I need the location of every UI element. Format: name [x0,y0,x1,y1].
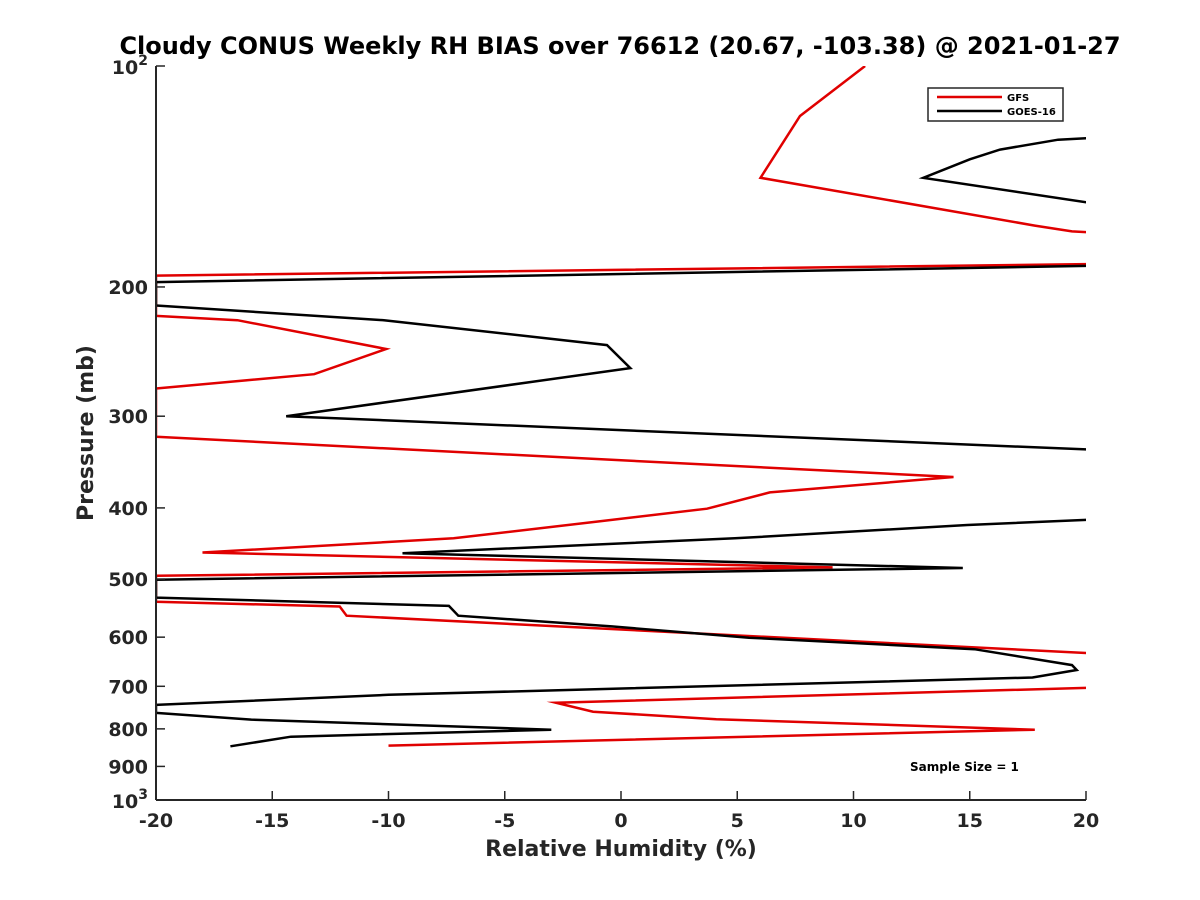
y-tick-label: 600 [108,627,148,649]
legend-box [927,87,1064,122]
x-tick-label: 5 [731,810,744,832]
x-tick-label: 15 [957,810,983,832]
x-ticks: -20 -15 -10 -5 0 5 10 15 20 [139,791,1099,832]
y-tick-label: 800 [108,719,148,741]
x-tick-label: -15 [255,810,289,832]
y-tick-label: 200 [108,277,148,299]
y-tick-label: 102 [112,53,148,79]
y-tick-label: 300 [108,406,148,428]
x-tick-label: -20 [139,810,173,832]
legend: GFS GOES-16 [927,87,1064,122]
legend-label-goes16: GOES-16 [1007,107,1056,118]
x-axis-label: Relative Humidity (%) [485,837,757,862]
chart-title: Cloudy CONUS Weekly RH BIAS over 76612 (… [119,32,1120,60]
legend-label-gfs: GFS [1007,93,1029,104]
x-tick-label: 20 [1073,810,1099,832]
y-tick-label: 700 [108,676,148,698]
x-tick-label: 10 [840,810,866,832]
x-tick-label: -10 [371,810,405,832]
y-axis-label: Pressure (mb) [74,345,99,521]
axes [155,66,1086,801]
sample-size-note: Sample Size = 1 [910,760,1019,774]
y-tick-label: 900 [108,756,148,778]
x-tick-label: 0 [614,810,627,832]
y-tick-label: 400 [108,498,148,520]
x-tick-label: -5 [494,810,515,832]
series-layer [156,66,1086,748]
y-tick-label: 103 [112,787,148,813]
y-ticks: 102 200 300 400 500 600 700 800 900 103 [108,53,165,813]
series-line-goes-16 [156,137,1086,748]
y-tick-label: 500 [108,569,148,591]
series-line-gfs [156,66,1086,747]
